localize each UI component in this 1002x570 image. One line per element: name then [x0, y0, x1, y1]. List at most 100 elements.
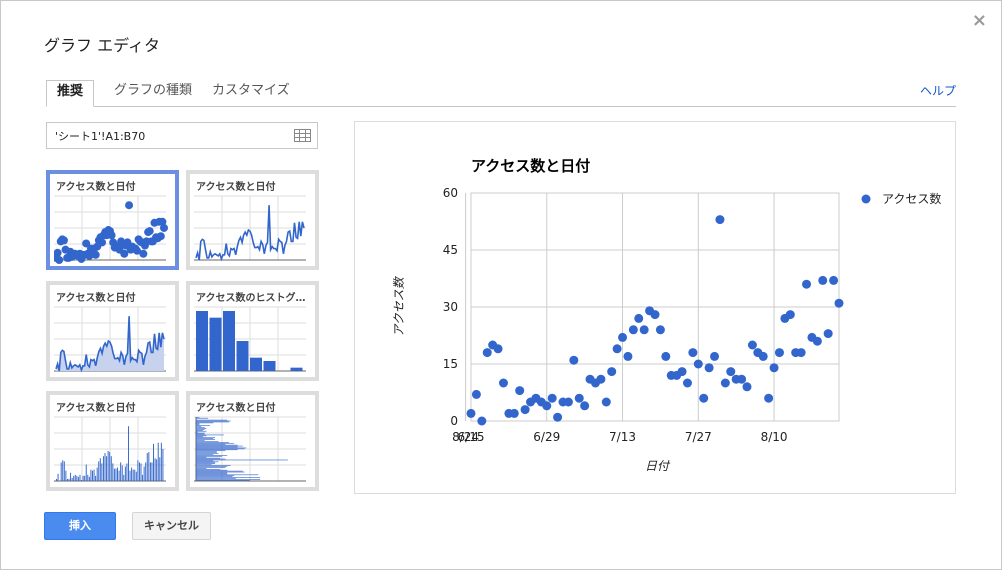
- thumb-bar: [196, 480, 250, 481]
- thumb-bar: [196, 473, 228, 475]
- thumb-bar: [99, 458, 101, 481]
- thumb-bar: [145, 462, 147, 481]
- thumb-bar: [196, 467, 226, 468]
- data-point: [758, 351, 768, 361]
- dialog-title: グラフ エディタ: [44, 36, 160, 55]
- select-range-grid-icon[interactable]: [294, 129, 311, 142]
- thumb-bar: [196, 436, 203, 438]
- thumb-bar: [60, 462, 62, 481]
- thumb-bar: [153, 443, 155, 481]
- x-tick-label: 6/29: [533, 430, 560, 444]
- thumb-bar: [156, 459, 158, 481]
- x-axis-label: 日付: [645, 459, 671, 473]
- thumb-bar: [196, 457, 221, 459]
- thumb-bar: [196, 461, 219, 463]
- thumb-point: [156, 232, 165, 241]
- bar-thumbnail-icon: [194, 416, 306, 482]
- thumb-bar: [196, 474, 259, 476]
- thumbnail-title: アクセス数と日付: [196, 403, 276, 414]
- data-range-input[interactable]: [55, 127, 285, 144]
- thumb-point: [139, 249, 148, 258]
- thumb-bar: [196, 472, 228, 474]
- thumbnail-line[interactable]: アクセス数と日付: [186, 170, 319, 270]
- data-point: [812, 336, 822, 346]
- data-point: [715, 215, 725, 225]
- thumb-bar: [196, 444, 238, 446]
- help-link[interactable]: ヘルプ: [919, 84, 956, 98]
- data-point: [802, 279, 812, 289]
- thumb-bar: [131, 467, 133, 481]
- thumb-bar: [102, 456, 104, 481]
- thumb-bar: [196, 449, 238, 451]
- thumb-bar: [73, 475, 75, 481]
- x-tick-label: 7/27: [685, 430, 712, 444]
- column-thumbnail-icon: [54, 416, 166, 482]
- thumbnail-title: アクセス数のヒストグ…: [196, 293, 306, 304]
- thumb-bar: [263, 361, 276, 371]
- thumb-bar: [151, 462, 153, 481]
- data-point: [693, 359, 703, 369]
- data-point: [699, 393, 709, 403]
- data-point: [829, 275, 839, 285]
- y-tick-label: 45: [443, 243, 458, 257]
- data-point: [569, 355, 579, 365]
- y-tick-label: 60: [443, 186, 458, 200]
- thumb-bar: [74, 474, 76, 481]
- data-point: [823, 329, 833, 339]
- data-point: [482, 348, 492, 358]
- thumb-bar: [196, 464, 212, 465]
- scatter-thumbnail-icon: [54, 195, 168, 264]
- insert-button[interactable]: 挿入: [44, 512, 116, 540]
- thumb-bar: [196, 429, 205, 430]
- thumb-point: [98, 238, 107, 247]
- thumb-bar: [110, 456, 112, 481]
- tab-recommended[interactable]: 推奨: [46, 80, 95, 107]
- thumb-point: [85, 251, 94, 260]
- thumb-point: [145, 227, 154, 236]
- thumb-bar: [196, 432, 205, 434]
- thumb-bar: [126, 463, 128, 481]
- data-point: [623, 351, 633, 361]
- cancel-button[interactable]: キャンセル: [132, 512, 211, 540]
- thumbnail-histogram[interactable]: アクセス数のヒストグ…: [186, 281, 319, 381]
- thumb-bar: [196, 437, 216, 439]
- thumb-bar: [88, 476, 90, 481]
- thumb-bar: [118, 470, 120, 481]
- thumbnail-bar[interactable]: アクセス数と日付: [186, 391, 319, 491]
- data-point: [639, 325, 649, 335]
- close-icon[interactable]: ×: [971, 10, 987, 31]
- thumbnail-area[interactable]: アクセス数と日付: [46, 281, 179, 381]
- data-point: [650, 310, 660, 320]
- thumb-bar: [121, 465, 123, 481]
- thumb-bar: [196, 459, 288, 461]
- thumb-bar: [196, 435, 207, 437]
- thumb-bar: [146, 453, 148, 481]
- y-axis-label: アクセス数: [392, 275, 406, 336]
- thumb-bar: [92, 470, 93, 481]
- data-point: [726, 367, 736, 377]
- thumb-point: [125, 201, 134, 210]
- thumb-bar: [134, 469, 136, 481]
- data-point: [477, 416, 487, 426]
- thumb-point: [54, 248, 62, 257]
- thumb-bar: [196, 471, 245, 473]
- thumb-bar: [96, 467, 98, 481]
- tab-customize[interactable]: カスタマイズ: [212, 83, 290, 98]
- thumb-bar: [117, 467, 119, 481]
- thumb-bar: [154, 458, 156, 481]
- thumb-bar: [128, 426, 129, 481]
- thumb-bar: [196, 470, 243, 472]
- thumb-bar: [196, 448, 245, 450]
- thumb-bar: [90, 469, 92, 481]
- thumb-bar: [135, 471, 137, 481]
- thumb-bar: [196, 477, 261, 478]
- tab-chart-types[interactable]: グラフの種類: [114, 83, 193, 98]
- line-thumbnail-icon: [194, 195, 306, 262]
- thumbnail-column[interactable]: アクセス数と日付: [46, 391, 179, 491]
- data-point: [677, 367, 687, 377]
- data-point: [466, 408, 476, 418]
- y-tick-label: 30: [443, 300, 458, 314]
- data-point: [618, 332, 628, 342]
- thumbnail-scatter[interactable]: アクセス数と日付: [46, 170, 179, 270]
- thumb-point: [133, 246, 141, 255]
